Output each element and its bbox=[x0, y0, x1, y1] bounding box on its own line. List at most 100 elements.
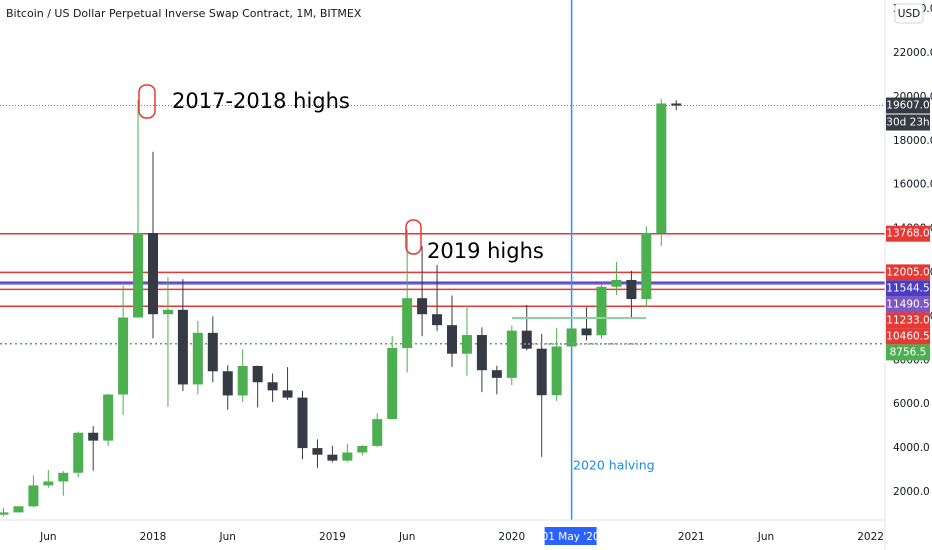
candle bbox=[73, 431, 84, 478]
candle bbox=[43, 470, 54, 488]
last-price-label: 19607.0 bbox=[886, 100, 929, 112]
candle-body bbox=[671, 103, 682, 106]
candle-body bbox=[566, 328, 577, 347]
annotation: 2020 halving bbox=[573, 458, 655, 473]
level-label: 11490.5 bbox=[886, 298, 929, 310]
candle-body bbox=[282, 390, 293, 398]
candle-body bbox=[103, 394, 114, 441]
candle-body bbox=[207, 332, 218, 372]
candle bbox=[0, 507, 9, 517]
candle bbox=[297, 391, 308, 460]
candle bbox=[342, 443, 353, 462]
y-tick-label: 4000.0 bbox=[893, 442, 930, 454]
candle bbox=[551, 328, 562, 401]
candle bbox=[432, 264, 443, 332]
candle-body bbox=[267, 382, 278, 391]
candle bbox=[461, 305, 472, 376]
candle bbox=[252, 365, 263, 408]
candle-body bbox=[626, 279, 637, 300]
candle-body bbox=[432, 314, 443, 326]
candle bbox=[596, 284, 607, 339]
level-tag bbox=[886, 264, 930, 281]
level-tag bbox=[886, 328, 930, 345]
candle bbox=[641, 226, 652, 308]
candle bbox=[312, 439, 323, 468]
x-tick-label: 2020 bbox=[498, 531, 525, 543]
candle-body bbox=[342, 452, 353, 461]
x-tick-label: Jun bbox=[219, 531, 236, 543]
highlight-marker bbox=[138, 84, 156, 119]
candle bbox=[222, 365, 233, 410]
candle bbox=[417, 246, 428, 337]
countdown-label: 30d 23h bbox=[886, 117, 929, 129]
level-label: 13768.0 bbox=[886, 228, 929, 240]
candle bbox=[28, 475, 39, 508]
level-label: 12005.0 bbox=[886, 266, 929, 278]
candle-body bbox=[0, 512, 9, 515]
candle-body bbox=[402, 298, 413, 349]
candle bbox=[13, 506, 24, 513]
candle-body bbox=[551, 346, 562, 396]
candle bbox=[536, 333, 547, 457]
level-tag bbox=[886, 312, 930, 329]
candle bbox=[626, 270, 637, 320]
candle bbox=[192, 320, 203, 395]
candle-body bbox=[58, 472, 69, 482]
candle-body bbox=[88, 432, 99, 441]
candle bbox=[671, 100, 682, 111]
candle-body bbox=[177, 309, 188, 385]
price-axis: 2000.04000.06000.08000.010000.012000.014… bbox=[886, 3, 932, 498]
candle-body bbox=[252, 366, 263, 383]
candle-body bbox=[237, 366, 248, 396]
candle-body bbox=[43, 481, 54, 486]
candle bbox=[207, 316, 218, 383]
x-tick-label: 2021 bbox=[678, 531, 705, 543]
candle-body bbox=[521, 330, 532, 349]
currency-button[interactable] bbox=[894, 3, 924, 24]
candle bbox=[476, 327, 487, 393]
candle-body bbox=[656, 103, 667, 233]
candle bbox=[118, 285, 129, 416]
candle bbox=[656, 99, 667, 246]
level-tag bbox=[886, 280, 930, 297]
x-tick-label: 2018 bbox=[140, 531, 167, 543]
candle bbox=[566, 314, 577, 358]
candle bbox=[237, 349, 248, 403]
candle bbox=[581, 307, 592, 341]
candle-body bbox=[641, 232, 652, 300]
candle bbox=[177, 279, 188, 392]
candle-body bbox=[372, 419, 383, 446]
x-tick-label: Jun bbox=[398, 531, 415, 543]
candle-body bbox=[357, 445, 368, 453]
candle-body bbox=[73, 432, 84, 473]
candle bbox=[387, 336, 398, 420]
candle-body bbox=[596, 286, 607, 336]
crosshair-label: 01 May '20 bbox=[542, 531, 600, 543]
currency-label[interactable]: USD bbox=[898, 8, 920, 20]
level-label: 8756.5 bbox=[890, 346, 927, 358]
candle-body bbox=[148, 232, 158, 315]
candle bbox=[133, 99, 144, 318]
annotation: 2019 highs bbox=[427, 239, 544, 263]
candle-body bbox=[13, 506, 24, 513]
level-label: 11233.0 bbox=[886, 314, 929, 326]
candle-body bbox=[417, 298, 428, 315]
y-tick-label: 6000.0 bbox=[893, 398, 930, 410]
candle-body bbox=[611, 279, 622, 287]
candle bbox=[447, 295, 457, 367]
candle bbox=[402, 229, 413, 373]
level-label: 10460.5 bbox=[886, 330, 929, 342]
candle-body bbox=[461, 335, 472, 354]
y-tick-label: 18000.0 bbox=[893, 135, 932, 147]
candle-body bbox=[581, 328, 592, 336]
candle-body bbox=[133, 232, 144, 318]
candle-body bbox=[327, 454, 338, 461]
candle-body bbox=[28, 485, 39, 507]
level-tag bbox=[886, 344, 930, 361]
candle bbox=[58, 471, 69, 496]
candle-body bbox=[506, 330, 517, 378]
candle bbox=[521, 304, 532, 351]
level-tag bbox=[886, 225, 930, 242]
